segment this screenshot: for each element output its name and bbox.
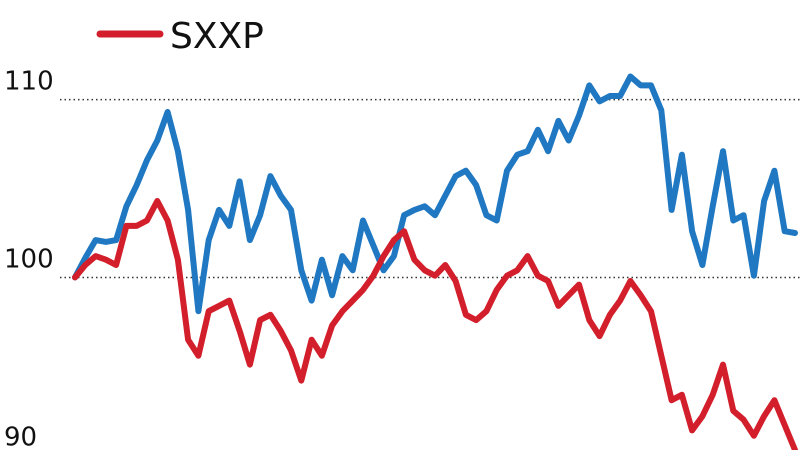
legend-label: SXXP [170,16,264,57]
y-tick-label: 90 [4,422,37,450]
y-tick-label: 110 [4,67,54,97]
series-line [72,198,798,450]
series-line [72,73,798,315]
y-tick-label: 100 [4,244,54,274]
